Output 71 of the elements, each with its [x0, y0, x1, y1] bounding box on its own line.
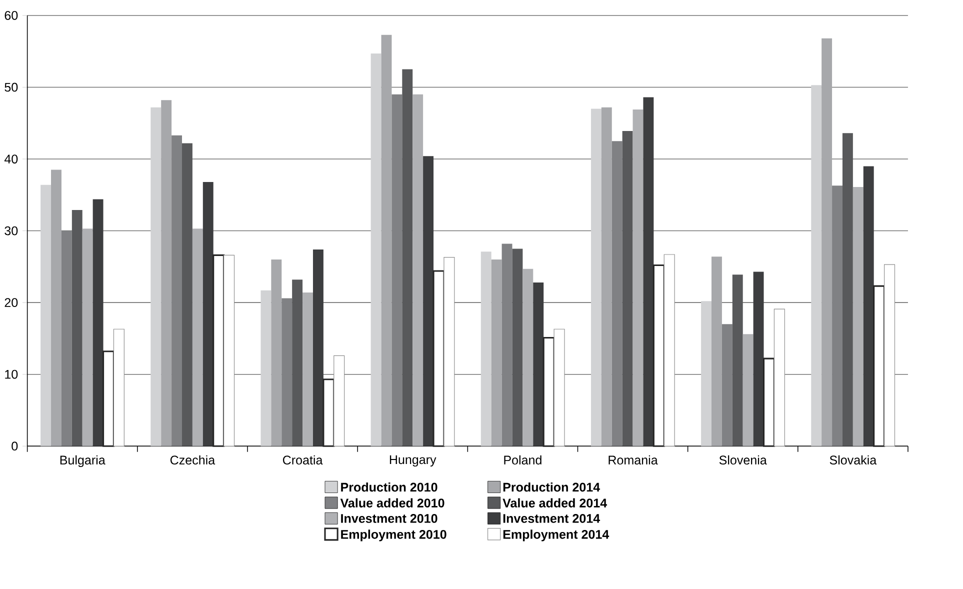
bar — [632, 109, 644, 446]
y-tick-label: 50 — [4, 82, 18, 92]
bar — [150, 107, 162, 446]
x-tick-label: Bulgaria — [60, 455, 106, 467]
y-tick-label: 20 — [4, 298, 18, 307]
bar — [502, 244, 512, 446]
bar — [72, 210, 82, 446]
bar — [512, 248, 523, 446]
bar — [601, 107, 612, 446]
bar — [822, 38, 832, 446]
bar — [863, 166, 874, 446]
legend-label: Investment 2014 — [503, 514, 600, 523]
bar — [753, 272, 764, 446]
legend-label: Production 2014 — [503, 482, 600, 492]
bar — [701, 300, 712, 446]
bar — [82, 228, 93, 446]
bar — [370, 53, 382, 446]
bar — [612, 140, 622, 446]
bar — [161, 100, 172, 446]
bar — [392, 94, 402, 446]
bar — [302, 292, 313, 446]
bar — [590, 108, 602, 446]
bar — [402, 69, 413, 446]
bar — [491, 259, 502, 446]
bar — [51, 170, 62, 446]
bar — [312, 249, 324, 446]
bar — [40, 184, 52, 446]
bar — [643, 97, 654, 446]
legend-label: Employment 2014 — [503, 529, 610, 542]
legend-label: Employment 2010 — [341, 529, 446, 542]
bar — [480, 251, 492, 446]
bar — [61, 230, 72, 446]
x-tick-label: Romania — [608, 455, 658, 464]
bar — [412, 94, 424, 446]
legend-label: Value added 2014 — [502, 498, 608, 508]
x-tick-label: Czechia — [170, 455, 216, 464]
bar — [622, 130, 633, 446]
bar — [192, 228, 203, 446]
x-tick-label: Slovakia — [830, 455, 877, 464]
y-tick-label: 40 — [4, 154, 18, 164]
x-tick-label: Croatia — [282, 455, 323, 464]
y-tick-label: 60 — [4, 10, 18, 20]
x-tick-label: Hungary — [390, 455, 436, 466]
bar — [732, 274, 743, 446]
bar — [182, 143, 192, 446]
bar — [292, 279, 303, 446]
legend-label: Value added 2010 — [340, 498, 444, 508]
y-tick-label: 10 — [5, 370, 18, 379]
x-tick-label: Slovenia — [719, 455, 767, 464]
bar — [712, 256, 722, 446]
bar — [742, 334, 754, 446]
bar — [522, 268, 534, 446]
bar — [852, 186, 864, 446]
bar — [271, 259, 282, 446]
bar — [260, 290, 272, 446]
bar — [282, 298, 292, 446]
bar — [423, 156, 434, 446]
bar — [533, 282, 544, 446]
bar — [381, 34, 392, 446]
y-tick-label: 0 — [12, 442, 18, 450]
bar — [92, 199, 104, 446]
legend-label: Production 2010 — [341, 482, 438, 492]
bar — [722, 324, 732, 446]
legend-label: Investment 2010 — [341, 514, 438, 523]
bar — [172, 135, 182, 446]
y-tick-label: 30 — [4, 226, 18, 236]
bar — [832, 185, 842, 446]
bar — [202, 182, 214, 446]
bar — [811, 84, 822, 446]
x-tick-label: Poland — [504, 455, 542, 464]
bar — [842, 133, 853, 446]
